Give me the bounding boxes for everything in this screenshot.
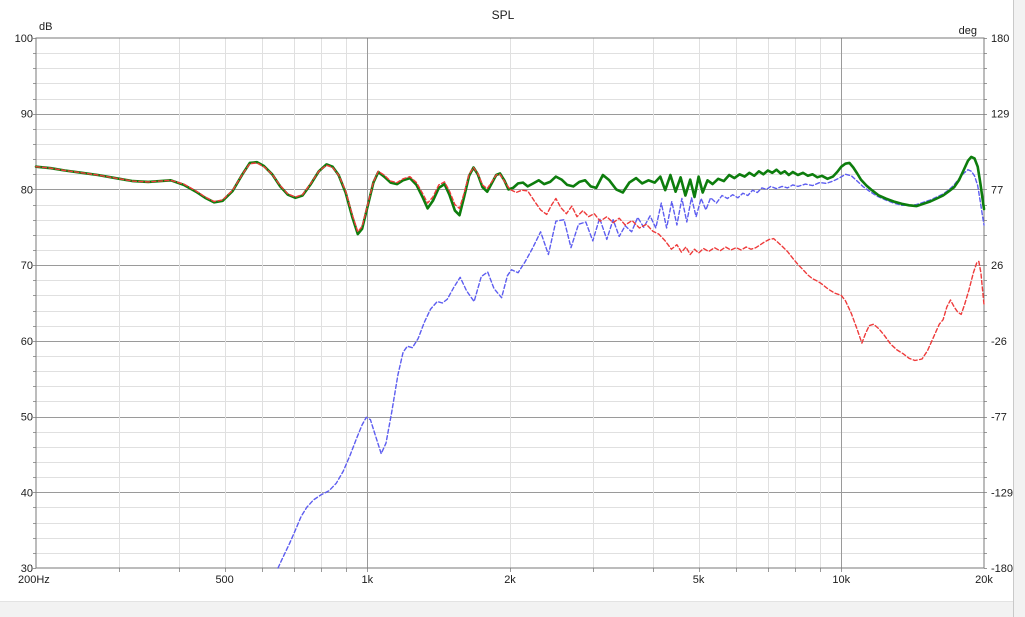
window-bottom-edge [0,601,1013,617]
left-axis-label: 70 [21,260,33,272]
x-axis-label: 200Hz [18,574,50,586]
left-axis-label: 50 [21,412,33,424]
left-axis-label: 90 [21,109,33,121]
left-axis-unit-label: dB [39,21,52,33]
left-axis-label: 80 [21,184,33,196]
x-axis-label: 1k [361,574,373,586]
left-axis-label: 40 [21,487,33,499]
x-axis-label: 5k [693,574,705,586]
curve-tweeter-spl [277,169,985,569]
x-axis-label: 500 [215,574,233,586]
x-axis-label: 2k [504,574,516,586]
chart-title: SPL [492,8,515,22]
x-axis-label: 10k [832,574,850,586]
curve-woofer-spl [35,162,985,362]
right-axis-label: 77 [991,184,1003,196]
right-axis-label: 129 [991,109,1009,121]
left-axis-label: 30 [21,563,33,575]
right-axis-unit-label: deg [959,25,977,37]
right-axis-label: 180 [991,33,1009,45]
left-axis-label: 100 [15,33,33,45]
right-axis-label: -77 [991,412,1007,424]
right-axis-label: 26 [991,260,1003,272]
right-axis-label: -180 [991,563,1013,575]
left-axis-label: 60 [21,336,33,348]
axis-tick-labels: 100 90 80 70 60 50 40 30 180 129 77 26 -26 -77 -129 -18… [15,33,1013,586]
curves [34,155,986,569]
right-axis-label: -26 [991,336,1007,348]
right-axis-label: -129 [991,487,1013,499]
x-axis-label: 20k [975,574,993,586]
window-right-edge [1013,0,1025,617]
